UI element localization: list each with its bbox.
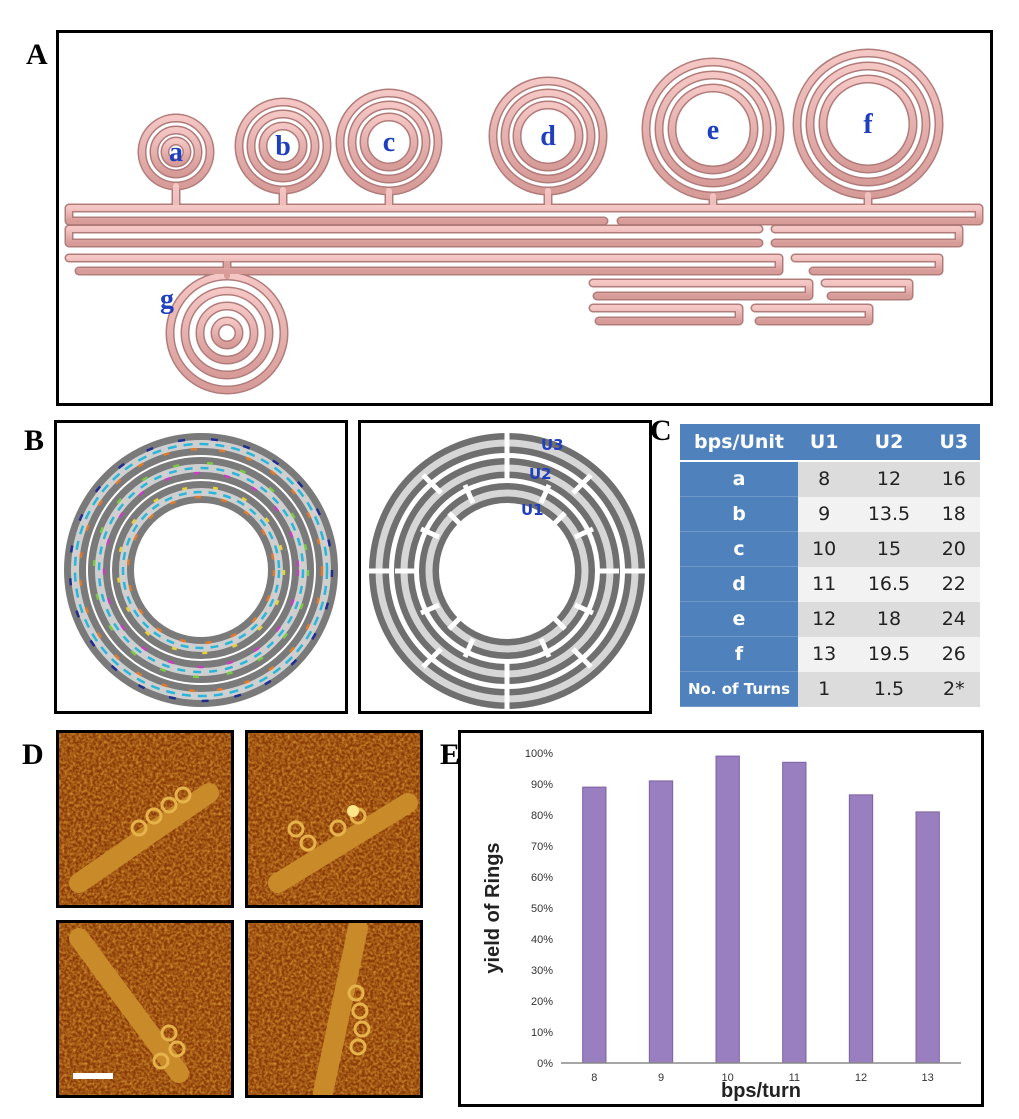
row-label: b	[680, 496, 798, 532]
cell-value: 11	[798, 566, 851, 602]
cell-value: 26	[927, 636, 980, 672]
row-label: e	[680, 601, 798, 637]
afm-image-1	[56, 730, 234, 908]
panel-label-a: A	[26, 38, 48, 71]
table-row: d 11 16.5 22	[680, 566, 980, 602]
y-tick-label: 0%	[537, 1058, 553, 1070]
x-tick-label: 8	[591, 1072, 597, 1084]
y-tick-label: 80%	[531, 810, 553, 822]
header-u3: U3	[927, 424, 980, 462]
row-label: d	[680, 566, 798, 602]
x-tick-label: 12	[855, 1072, 867, 1084]
strand-diagram: a b c d e f g	[64, 48, 984, 395]
table-row: c 10 15 20	[680, 531, 980, 567]
bar	[915, 811, 940, 1064]
helix-ring-model	[64, 433, 338, 707]
ring-label-g: g	[160, 284, 174, 315]
bar	[848, 794, 874, 1064]
ring-label-b: b	[275, 131, 291, 162]
table-row: b 9 13.5 18	[680, 496, 980, 532]
cell-value: 10	[798, 531, 851, 567]
x-axis-label: bps/turn	[721, 1080, 801, 1102]
unit-label-u1: U1	[521, 501, 544, 519]
x-tick-label: 10	[722, 1072, 734, 1084]
segment-gaps	[367, 431, 647, 711]
panel-b-right-frame: U3 U2 U1	[358, 420, 652, 714]
cell-value: 15	[850, 531, 928, 567]
cell-value: 1.5	[850, 671, 928, 707]
y-axis-label: yield of Rings	[482, 842, 504, 973]
table-row: No. of Turns 1 1.5 2*	[680, 671, 980, 707]
x-tick-label: 13	[922, 1072, 934, 1084]
cell-value: 12	[798, 601, 851, 637]
cell-value: 19.5	[850, 636, 928, 672]
header-u1: U1	[798, 424, 851, 462]
bar	[648, 780, 674, 1064]
unit-label-u2: U2	[529, 465, 552, 483]
panel-a-frame: a b c d e f g	[56, 30, 993, 406]
cell-value: 18	[850, 601, 928, 637]
cell-value: 8	[798, 461, 851, 497]
row-label: No. of Turns	[680, 671, 798, 707]
panel-label-b: B	[24, 424, 45, 457]
afm-image-4	[245, 920, 423, 1098]
cell-value: 24	[927, 601, 980, 637]
bps-unit-table: bps/Unit U1 U2 U3 a 8 12 16 b 9 13.5 18 …	[680, 424, 980, 707]
ring-label-e: e	[707, 115, 719, 146]
cell-value: 20	[927, 531, 980, 567]
y-tick-label: 10%	[531, 1027, 553, 1039]
afm-image-3	[56, 920, 234, 1098]
cell-value: 9	[798, 496, 851, 532]
y-tick-label: 20%	[531, 996, 553, 1008]
cell-value: 13	[798, 636, 851, 672]
cell-value: 22	[927, 566, 980, 602]
y-tick-label: 50%	[531, 903, 553, 915]
cell-value: 16	[927, 461, 980, 497]
table-row: f 13 19.5 26	[680, 636, 980, 672]
row-label: a	[680, 461, 798, 497]
segmented-ring-model: U3 U2 U1	[367, 431, 647, 711]
cell-value: 18	[927, 496, 980, 532]
cell-value: 12	[850, 461, 928, 497]
row-label: c	[680, 531, 798, 567]
row-label: f	[680, 636, 798, 672]
cell-value: 1	[798, 671, 851, 707]
unit-label-u3: U3	[541, 436, 564, 454]
panel-e-frame: 0% 10% 20% 30% 40% 50% 60% 70% 80% 90% 100% 8 9 10 11…	[458, 730, 984, 1107]
cell-value: 13.5	[850, 496, 928, 532]
header-bps-unit: bps/Unit	[680, 424, 798, 462]
cell-value: 16.5	[850, 566, 928, 602]
y-tick-label: 30%	[531, 965, 553, 977]
y-tick-label: 70%	[531, 841, 553, 853]
bar	[782, 761, 807, 1064]
ring-label-a: a	[169, 137, 183, 168]
yield-bar-chart: 0% 10% 20% 30% 40% 50% 60% 70% 80% 90% 100% 8 9 10 11…	[482, 748, 961, 1102]
y-tick-label: 100%	[525, 748, 553, 760]
y-tick-label: 40%	[531, 934, 553, 946]
table-header-row: bps/Unit U1 U2 U3	[680, 424, 980, 462]
cell-value: 2*	[927, 671, 980, 707]
panel-label-e: E	[440, 738, 461, 771]
table-row: a 8 12 16	[680, 461, 980, 497]
bar	[582, 786, 607, 1064]
y-tick-label: 90%	[531, 779, 553, 791]
table-row: e 12 18 24	[680, 601, 980, 637]
bar	[715, 755, 740, 1064]
scale-bar	[73, 1073, 113, 1079]
afm-image-2	[245, 730, 423, 908]
panel-label-d: D	[22, 738, 44, 771]
x-tick-label: 9	[658, 1072, 664, 1084]
ring-label-c: c	[383, 127, 395, 158]
ring-label-d: d	[540, 121, 556, 152]
panel-b-left-frame	[54, 420, 348, 714]
strand-fills	[66, 50, 982, 393]
ring-label-f: f	[863, 109, 873, 140]
header-u2: U2	[850, 424, 928, 462]
panel-label-c: C	[650, 414, 672, 447]
x-tick-label: 11	[789, 1072, 800, 1084]
y-tick-label: 60%	[531, 872, 553, 884]
